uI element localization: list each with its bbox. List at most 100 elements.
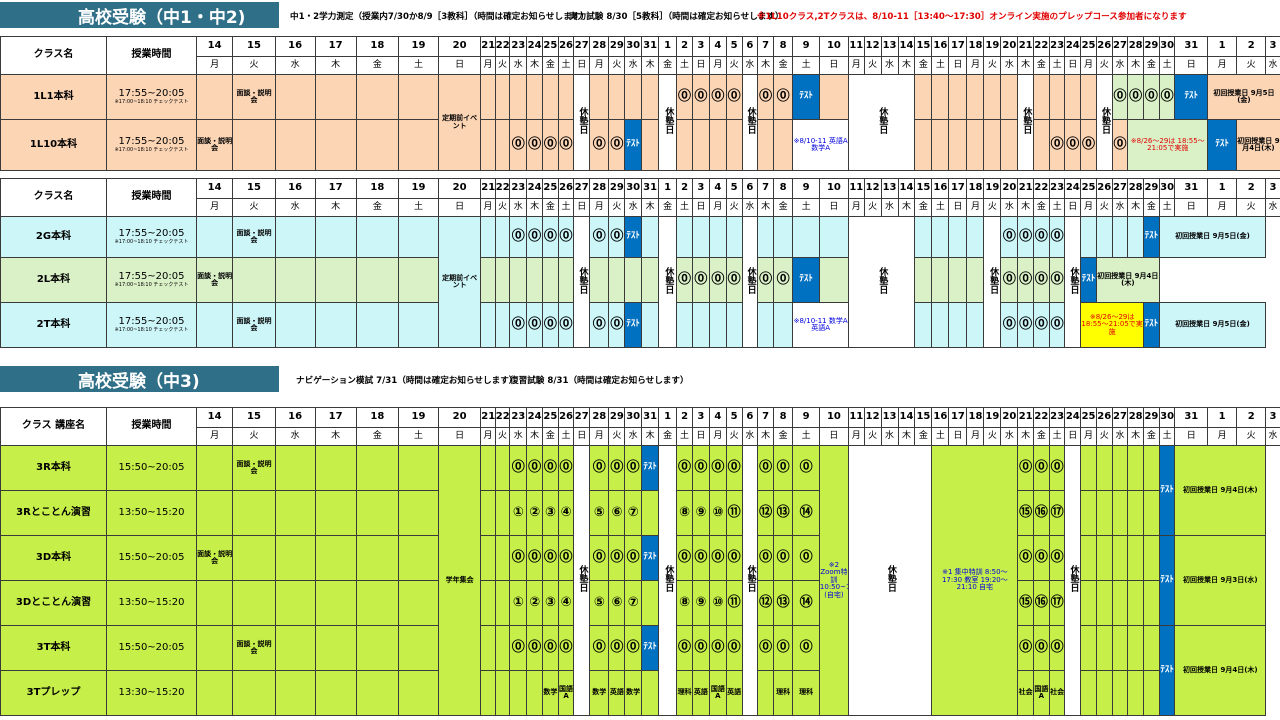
header-date: 25 [541,178,559,199]
header-day: 金 [1033,198,1050,217]
schedule-cell [641,216,660,258]
schedule-cell [914,119,933,171]
schedule-cell: ⓪ [708,74,727,120]
header-day: 月 [847,198,865,217]
header-day: 水 [1265,56,1280,75]
schedule-cell [314,445,357,491]
header-date: 1 [1207,36,1238,57]
header-date: 4 [708,36,727,57]
schedule-cell [541,74,559,120]
schedule-cell: ⓪ [1000,302,1019,348]
schedule-cell [480,257,496,303]
header-date: 3 [691,178,710,199]
schedule-cell [398,257,439,303]
header-day: 月 [195,198,234,217]
section1-title: 高校受験（中1・中2) [0,2,279,28]
schedule-cell [355,74,400,120]
schedule-cell: ⓪ [1111,74,1129,120]
class-time: 17:55~20:05 ※17:00~18:10 チェックテスト [106,216,197,258]
header-date: 21 [480,407,496,428]
schedule-cell: 数学 [541,670,559,716]
header-day: 火 [1236,56,1267,75]
header-date: 27 [573,178,591,199]
schedule-cell: ⓪ [526,302,543,348]
header-date: 22 [494,36,511,57]
schedule-cell [1080,625,1097,671]
schedule-cell [526,257,543,303]
schedule-cell [1111,580,1129,626]
header-day: 土 [676,427,693,446]
header-day: 日 [948,198,968,217]
header-date: 7 [757,407,774,428]
schedule-cell [1095,216,1113,258]
header-date: 21 [1017,407,1035,428]
class-time: 13:30~15:20 [106,670,197,716]
schedule-cell [1127,490,1145,536]
header-day: 月 [1080,427,1097,446]
schedule-cell: ⓪ [608,216,626,258]
schedule-cell: ⓪ [772,74,794,120]
header-date: 21 [480,178,496,199]
schedule-cell [557,74,575,120]
header-date: 2 [676,178,693,199]
schedule-cell [494,670,511,716]
schedule-cell [195,625,234,671]
schedule-cell [480,490,496,536]
schedule-cell: ⓪ [589,625,610,671]
header-day: 火 [232,56,276,75]
header-day: 金 [1033,56,1050,75]
schedule-cell: ⓪ [1048,216,1066,258]
schedule-cell [725,216,743,258]
first-class-note: 初回授業日 9月3日(水) [1174,535,1267,626]
test-cell: ﾃｽﾄ [1143,216,1160,258]
header-date: 19 [398,36,439,57]
header-day: 火 [1095,198,1113,217]
schedule-cell: ⓪ [509,119,528,171]
schedule-cell [624,257,643,303]
schedule-cell [948,216,968,258]
schedule-cell: ⓪ [526,535,543,581]
header-day: 木 [1017,56,1035,75]
schedule-cell: 面談・説明会 [195,257,234,303]
schedule-cell: ⓪ [708,257,727,303]
schedule-cell [1080,670,1097,716]
header-date: 24 [1064,36,1082,57]
schedule-cell [1095,445,1113,491]
schedule-cell: 英語 [608,670,626,716]
schedule-cell: ⓪ [589,216,610,258]
header-date: 22 [1033,407,1050,428]
schedule-cell: ⓪ [792,625,820,671]
holiday-cell: 休塾日 [847,216,916,348]
holiday-cell: 休塾日 [1064,216,1082,348]
schedule-cell [314,670,357,716]
schedule-cell [1143,580,1160,626]
schedule-cell: 面談・説明会 [232,74,276,120]
header-date: 24 [1064,407,1082,428]
first-class-note: 初回授業日 9月5日(金) [1158,302,1267,348]
header-day: 土 [557,56,575,75]
schedule-cell: ⓪ [526,445,543,491]
header-day: 金 [355,427,400,446]
schedule-cell [589,74,610,120]
header-day: 金 [658,56,678,75]
test-cell: ﾃｽﾄ [1158,445,1176,536]
schedule-cell: ⓪ [1048,302,1066,348]
class-time: 15:50~20:05 [106,445,197,491]
header-day: 火 [1236,198,1267,217]
schedule-cell: 数学 [624,670,643,716]
schedule-cell [1143,625,1160,671]
schedule-cell: ⓪ [624,445,643,491]
schedule-cell [314,625,357,671]
schedule-cell [195,580,234,626]
schedule-cell: ⓪ [1033,445,1050,491]
class-time: 17:55~20:05 ※17:00~18:10 チェックテスト [106,302,197,348]
section1-note-online: ※1L10クラス,2Tクラスは、8/10-11［13:40～17:30］オンライ… [757,12,1187,22]
schedule-cell: ⓪ [1033,535,1050,581]
header-day: 日 [573,56,591,75]
header-day: 月 [1080,198,1097,217]
header-date: 26 [557,407,575,428]
header-date: 18 [355,36,400,57]
schedule-cell [1111,216,1129,258]
header-date: 14 [195,178,234,199]
header-date: 26 [1095,36,1113,57]
